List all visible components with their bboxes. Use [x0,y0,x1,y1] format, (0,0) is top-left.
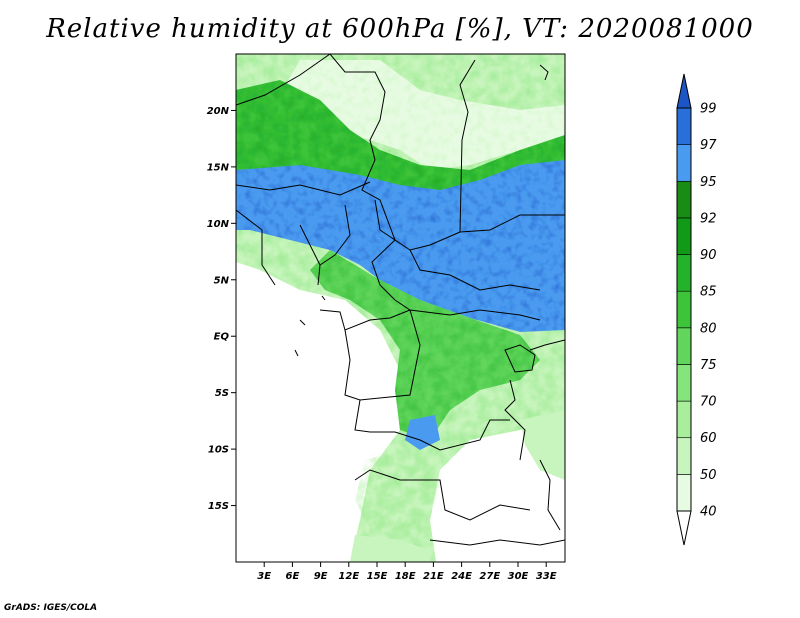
colorbar-frame [676,107,692,512]
colorbar-level-label: 95 [700,175,717,190]
lat-tick-label: 5S [215,388,229,399]
colorbar-segment [676,437,692,475]
lon-tick-label: 12E [338,571,359,582]
colorbar-level-label: 80 [700,321,717,336]
colorbar-level-label: 97 [700,138,717,153]
colorbar-segment [676,474,692,512]
lon-tick-label: 9E [314,571,328,582]
lat-tick-label: 20N [207,106,230,117]
lat-tick-label: 10N [207,219,230,230]
credit-text: GrADS: IGES/COLA [4,603,98,613]
colorbar-level-label: 70 [700,395,717,410]
colorbar-level-label: 40 [700,505,717,520]
lon-tick-label: 24E [451,571,472,582]
country-borders [236,54,565,546]
colorbar-bottom-arrow [676,510,692,546]
map-frame [235,53,566,563]
lon-tick-label: 33E [536,571,557,582]
colorbar-level-label: 60 [700,431,717,446]
colorbar-segment [676,364,692,402]
colorbar-level-label: 85 [700,285,717,300]
colorbar-segment [676,107,692,145]
colorbar-segment [676,144,692,182]
colorbar-segment [676,400,692,439]
lon-tick-label: 15E [367,571,388,582]
colorbar-level-label: 50 [700,468,717,483]
colorbar-level-label: 90 [700,248,717,263]
humidity-field [236,54,565,562]
lat-tick-label: 5N [214,275,230,286]
map-title: Relative humidity at 600hPa [%], VT: 202… [46,14,754,44]
lon-tick-label: 18E [395,571,416,582]
colorbar-segment [676,217,692,255]
lat-tick-label: 15S [208,501,229,512]
lon-tick-label: 3E [257,571,271,582]
lon-tick-label: 21E [423,571,444,582]
lon-tick-label: 30E [508,571,529,582]
lon-tick-label: 27E [479,571,500,582]
colorbar-level-label: 75 [700,358,717,373]
colorbar-segment [676,290,692,329]
lat-tick-label: 15N [207,162,230,173]
lat-tick-label: EQ [214,332,230,343]
colorbar-segment [676,254,692,292]
colorbar-level-label: 92 [700,211,717,226]
colorbar-top-arrow [676,73,692,109]
colorbar-segment [676,327,692,365]
colorbar-level-label: 99 [700,102,717,117]
colorbar-segment [676,180,692,219]
lon-tick-label: 6E [286,571,300,582]
lat-tick-label: 10S [208,445,229,456]
